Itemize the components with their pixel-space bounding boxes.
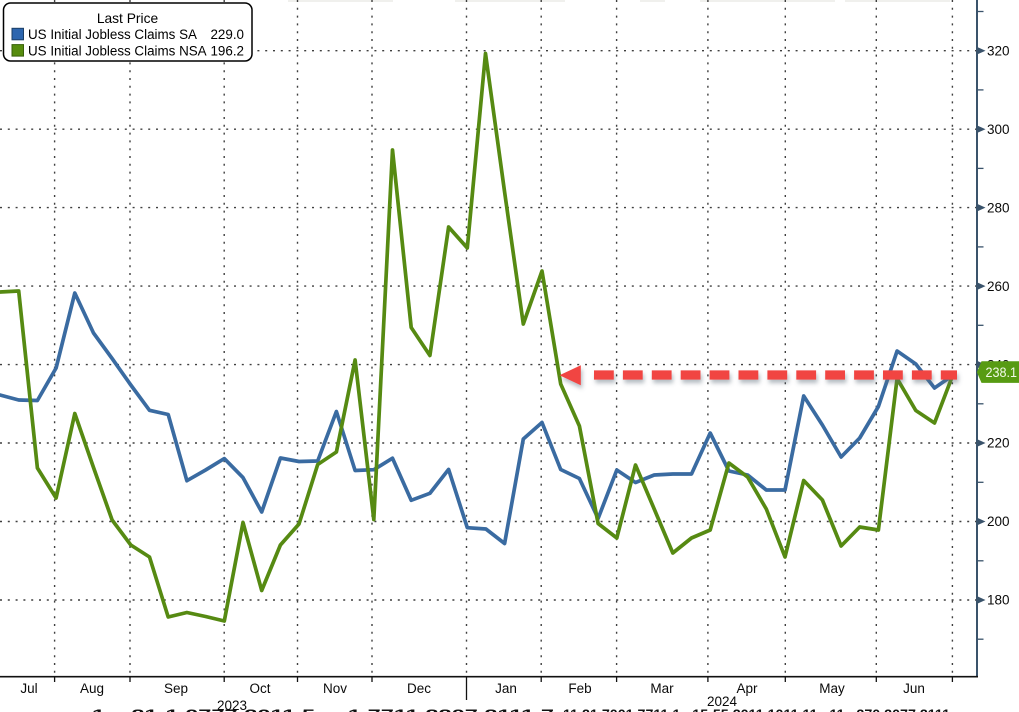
svg-text:280: 280 xyxy=(987,200,1010,215)
svg-text:Feb: Feb xyxy=(568,681,591,696)
svg-text:Oct: Oct xyxy=(249,681,270,696)
svg-text:238.1: 238.1 xyxy=(986,364,1018,380)
svg-text:220: 220 xyxy=(987,436,1010,451)
svg-text:Jul: Jul xyxy=(20,681,37,696)
svg-text:229.0: 229.0 xyxy=(210,27,244,42)
svg-text:300: 300 xyxy=(987,122,1010,137)
svg-text:Jan: Jan xyxy=(495,681,517,696)
svg-text:US Initial Jobless Claims SA: US Initial Jobless Claims SA xyxy=(28,27,197,42)
svg-text:2023: 2023 xyxy=(217,698,247,712)
svg-text:200: 200 xyxy=(987,514,1010,529)
svg-text:May: May xyxy=(819,681,845,696)
svg-text:Last Price: Last Price xyxy=(97,11,159,26)
svg-text:320: 320 xyxy=(987,43,1010,58)
svg-text:260: 260 xyxy=(987,279,1010,294)
svg-text:196.2: 196.2 xyxy=(210,43,244,58)
svg-text:180: 180 xyxy=(987,593,1010,608)
svg-text:Mar: Mar xyxy=(650,681,674,696)
svg-text:11 21 7001 7711 1 15-55 2011: 11 21 7001 7711 1 15-55 2011 1011 11 11 … xyxy=(563,707,950,712)
svg-text:Sep: Sep xyxy=(164,681,188,696)
svg-text:Nov: Nov xyxy=(323,681,347,696)
svg-text:Apr: Apr xyxy=(736,681,758,696)
svg-text:Dec: Dec xyxy=(407,681,431,696)
svg-text:Jun: Jun xyxy=(903,681,925,696)
svg-text:Aug: Aug xyxy=(80,681,104,696)
svg-text:2024: 2024 xyxy=(707,694,738,709)
svg-text:US Initial Jobless Claims NSA: US Initial Jobless Claims NSA xyxy=(28,43,207,58)
svg-text:1 21-1 0777 2011 5 1 77: 1 21-1 0777 2011 5 1 7711 2207 2111 7 xyxy=(92,707,554,712)
